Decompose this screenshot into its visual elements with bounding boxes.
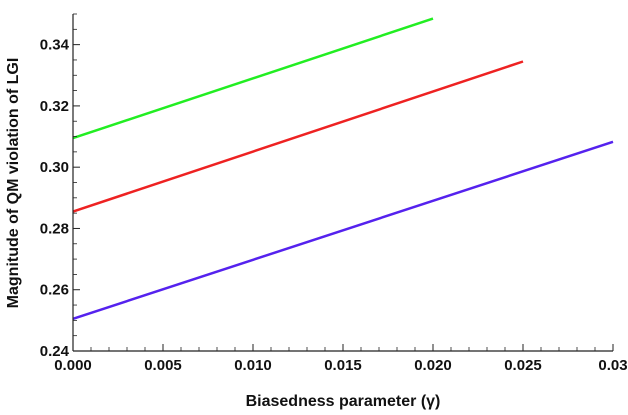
y-tick-label: 0.28 — [40, 220, 69, 237]
series-lines — [72, 17, 614, 320]
x-tick-label: 0.010 — [234, 357, 272, 374]
x-axis-title: Biasedness parameter (γ) — [246, 393, 441, 410]
y-axis-title: Magnitude of QM violation of LGI — [5, 58, 22, 309]
series-line-1 — [72, 17, 434, 140]
y-ticks: 0.24 0.26 0.28 0.30 0.32 0.34 — [40, 13, 80, 360]
y-tick-label: 0.32 — [40, 98, 69, 115]
x-tick-label: 0.015 — [324, 357, 362, 374]
series-line-3 — [72, 140, 614, 320]
x-tick-label: 0.025 — [504, 357, 542, 374]
series-line-2 — [72, 60, 524, 213]
x-tick-label: 0.03 — [598, 357, 627, 374]
y-tick-label: 0.24 — [40, 343, 70, 360]
y-tick-label: 0.34 — [40, 37, 70, 54]
x-tick-label: 0.005 — [144, 357, 182, 374]
x-tick-label: 0.000 — [54, 357, 92, 374]
x-ticks: 0.000 0.005 0.010 0.015 0.020 0.025 0.03 — [54, 344, 628, 374]
y-tick-label: 0.30 — [40, 159, 69, 176]
x-tick-label: 0.020 — [414, 357, 452, 374]
y-tick-label: 0.26 — [40, 282, 69, 299]
